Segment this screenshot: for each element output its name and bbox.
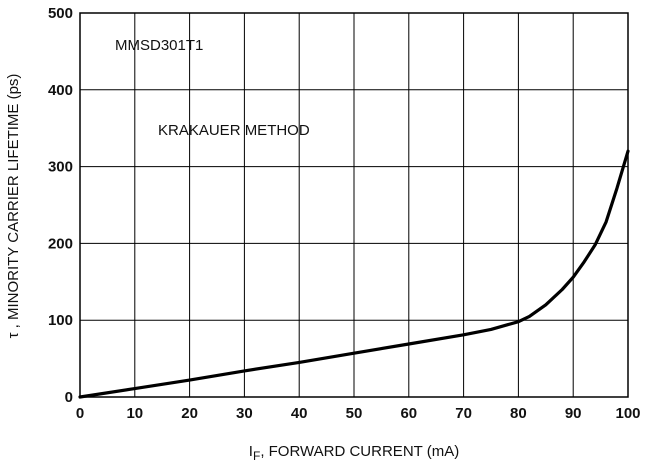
y-tick-label: 400 xyxy=(48,82,73,99)
x-tick-label: 50 xyxy=(346,405,363,422)
x-tick-label: 60 xyxy=(400,405,417,422)
y-tick-label: 300 xyxy=(48,159,73,176)
annotation-method: KRAKAUER METHOD xyxy=(158,122,310,139)
x-tick-label: 100 xyxy=(615,405,640,422)
x-axis-title-symbol: I xyxy=(249,443,253,460)
grid-lines xyxy=(79,12,629,398)
annotation-part-number: MMSD301T1 xyxy=(115,37,203,54)
y-tick-label: 100 xyxy=(48,312,73,329)
tick-labels: 0 10 20 30 40 50 60 70 80 90 100 0 100 200 300 400 500 xyxy=(48,5,641,422)
series-line-lifetime xyxy=(78,149,630,399)
y-tick-label: 200 xyxy=(48,235,73,252)
x-tick-label: 0 xyxy=(76,405,84,422)
y-tick-label: 0 xyxy=(65,389,73,406)
x-tick-label: 30 xyxy=(236,405,253,422)
x-tick-label: 70 xyxy=(455,405,472,422)
plot-frame xyxy=(79,12,629,398)
x-axis-title-text: , FORWARD CURRENT (mA) xyxy=(260,443,459,460)
x-tick-label: 80 xyxy=(510,405,527,422)
y-tick-label: 500 xyxy=(48,5,73,22)
x-tick-label: 40 xyxy=(291,405,308,422)
y-axis-title: τ , MINORITY CARRIER LIFETIME (ps) xyxy=(5,74,22,339)
x-axis-title: IF, FORWARD CURRENT (mA) xyxy=(249,443,459,463)
x-tick-label: 10 xyxy=(126,405,143,422)
x-tick-label: 90 xyxy=(565,405,582,422)
x-tick-label: 20 xyxy=(181,405,198,422)
x-axis-title-subscript: F xyxy=(253,449,260,463)
